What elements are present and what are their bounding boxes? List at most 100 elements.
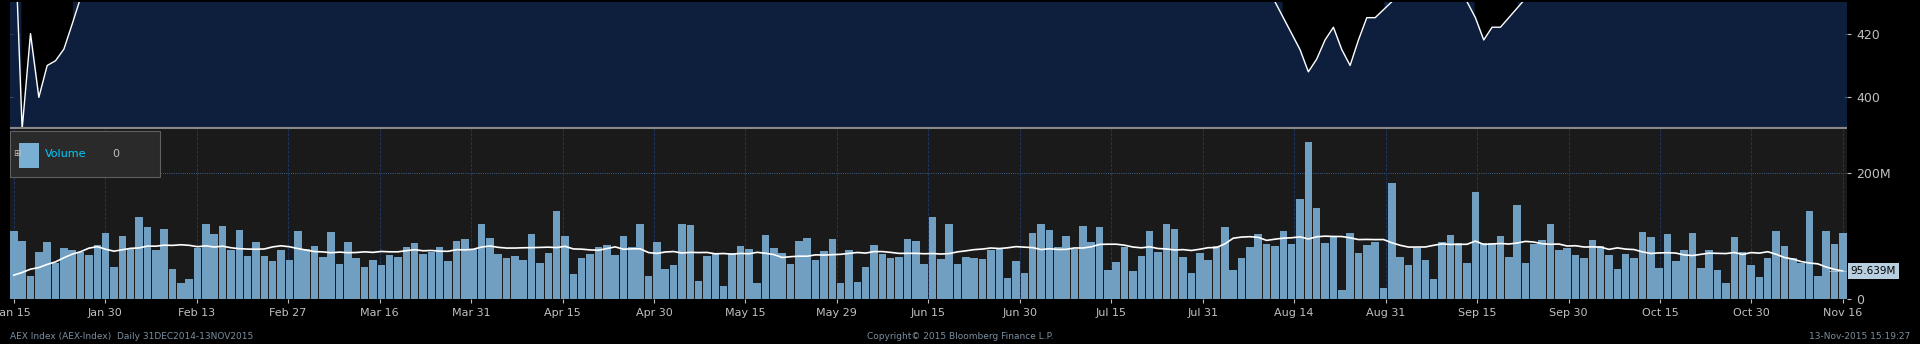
Text: Copyright© 2015 Bloomberg Finance L.P.: Copyright© 2015 Bloomberg Finance L.P. [866, 332, 1054, 341]
Bar [1371, 241, 1379, 299]
Bar [1421, 260, 1428, 299]
Bar [1388, 183, 1396, 299]
Bar [252, 243, 259, 299]
Bar [1772, 231, 1780, 299]
Bar [762, 235, 770, 299]
Bar [1697, 268, 1705, 299]
Bar [1188, 273, 1194, 299]
Bar [1780, 246, 1788, 299]
Bar [1171, 229, 1179, 299]
Bar [127, 248, 134, 299]
Bar [394, 257, 401, 299]
Bar [486, 238, 493, 299]
Bar [970, 258, 977, 299]
Bar [920, 265, 927, 299]
Bar [962, 257, 970, 299]
Bar [1498, 236, 1503, 299]
Bar [378, 265, 386, 299]
Bar [1715, 270, 1722, 299]
Bar [503, 258, 511, 299]
Bar [1213, 246, 1221, 299]
Bar [678, 224, 685, 299]
Bar [787, 264, 795, 299]
Text: 95.639M: 95.639M [1851, 266, 1897, 276]
Bar [461, 239, 468, 299]
Bar [862, 267, 870, 299]
Bar [495, 254, 501, 299]
Bar [419, 254, 426, 299]
Bar [712, 253, 720, 299]
Bar [1480, 244, 1488, 299]
Bar [1021, 273, 1027, 299]
Bar [578, 258, 586, 299]
Bar [1839, 233, 1847, 299]
Bar [837, 283, 845, 299]
Bar [403, 247, 411, 299]
Bar [703, 256, 710, 299]
Bar [778, 253, 785, 299]
Bar [1805, 211, 1812, 299]
Bar [211, 234, 219, 299]
Bar [269, 261, 276, 299]
Bar [276, 250, 284, 299]
Bar [1797, 262, 1805, 299]
Bar [653, 242, 660, 299]
Bar [1672, 261, 1680, 299]
Bar [670, 265, 678, 299]
Bar [1655, 268, 1663, 299]
Bar [386, 255, 394, 299]
Bar [109, 267, 117, 299]
Bar [194, 248, 202, 299]
Bar [586, 254, 593, 299]
Bar [545, 253, 553, 299]
Bar [1279, 231, 1286, 299]
Text: 13-Nov-2015 15:19:27: 13-Nov-2015 15:19:27 [1809, 332, 1910, 341]
Bar [1605, 255, 1613, 299]
Bar [1346, 233, 1354, 299]
Bar [845, 250, 852, 299]
Bar [1740, 251, 1747, 299]
Bar [1789, 258, 1797, 299]
Bar [1164, 224, 1169, 299]
Text: Volume: Volume [44, 149, 86, 159]
Bar [1331, 237, 1336, 299]
Bar [286, 259, 294, 299]
Bar [1705, 249, 1713, 299]
Bar [369, 260, 376, 299]
Bar [987, 250, 995, 299]
Bar [1229, 270, 1236, 299]
Bar [1471, 192, 1478, 299]
Bar [662, 269, 668, 299]
Bar [202, 224, 209, 299]
FancyBboxPatch shape [10, 131, 159, 177]
Bar [570, 275, 578, 299]
Bar [1288, 244, 1296, 299]
Bar [870, 245, 877, 299]
Bar [1523, 263, 1528, 299]
Bar [1588, 240, 1596, 299]
Bar [1380, 288, 1388, 299]
Bar [319, 257, 326, 299]
Bar [737, 246, 745, 299]
Bar [10, 231, 17, 299]
Bar [44, 242, 52, 299]
Bar [1004, 278, 1012, 299]
Bar [301, 249, 309, 299]
Bar [311, 246, 319, 299]
Bar [1037, 224, 1044, 299]
Bar [753, 283, 760, 299]
Bar [1062, 236, 1069, 299]
Bar [60, 248, 67, 299]
Bar [186, 279, 192, 299]
Bar [1029, 233, 1037, 299]
Bar [929, 217, 937, 299]
Bar [1405, 265, 1413, 299]
Bar [436, 247, 444, 299]
Bar [803, 238, 810, 299]
Bar [1238, 258, 1246, 299]
Bar [1463, 263, 1471, 299]
Bar [428, 252, 436, 299]
Bar [1246, 247, 1254, 299]
Bar [1079, 226, 1087, 299]
Bar [620, 236, 628, 299]
